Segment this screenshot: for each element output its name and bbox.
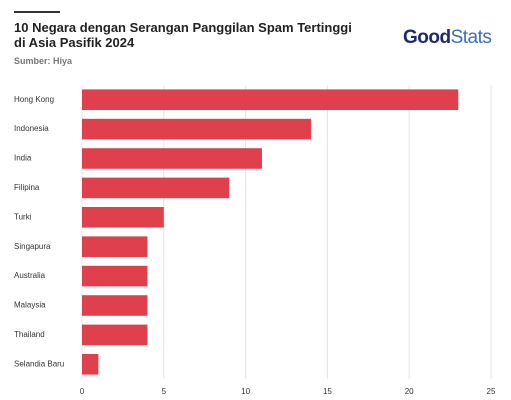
bar <box>82 177 230 199</box>
y-tick-label: Singapura <box>14 242 51 251</box>
x-tick-label: 25 <box>487 387 496 396</box>
y-tick-label: India <box>14 154 32 163</box>
logo-part: Good <box>403 27 451 48</box>
x-tick-label: 20 <box>405 387 414 396</box>
y-tick-label: Turki <box>14 212 32 221</box>
y-tick-label: Indonesia <box>14 124 49 133</box>
y-tick-label: Hong Kong <box>14 95 54 104</box>
bar <box>82 354 99 375</box>
y-tick-label: Malaysia <box>14 301 46 310</box>
chart-subtitle: Sumber: Hiya <box>14 56 73 66</box>
bar <box>82 265 148 287</box>
y-tick-label: Australia <box>14 271 46 280</box>
y-tick-label: Selandia Baru <box>14 359 64 368</box>
y-tick-label: Filipina <box>14 183 40 192</box>
x-tick-label: 10 <box>241 387 250 396</box>
bar <box>82 207 164 228</box>
y-tick-label: Thailand <box>14 330 45 339</box>
bar <box>82 236 148 257</box>
x-tick-label: 5 <box>162 387 167 396</box>
x-tick-label: 15 <box>323 387 332 396</box>
logo-part: Stats <box>450 27 492 48</box>
bar <box>82 89 459 110</box>
logo: GoodStats <box>403 27 492 49</box>
bar <box>82 324 148 346</box>
x-tick-label: 0 <box>80 387 85 396</box>
chart-title: 10 Negara dengan Serangan Panggilan Spam… <box>14 20 352 50</box>
bar <box>82 295 148 316</box>
top-rule <box>14 11 60 13</box>
bar <box>82 148 262 169</box>
bar <box>82 118 312 140</box>
